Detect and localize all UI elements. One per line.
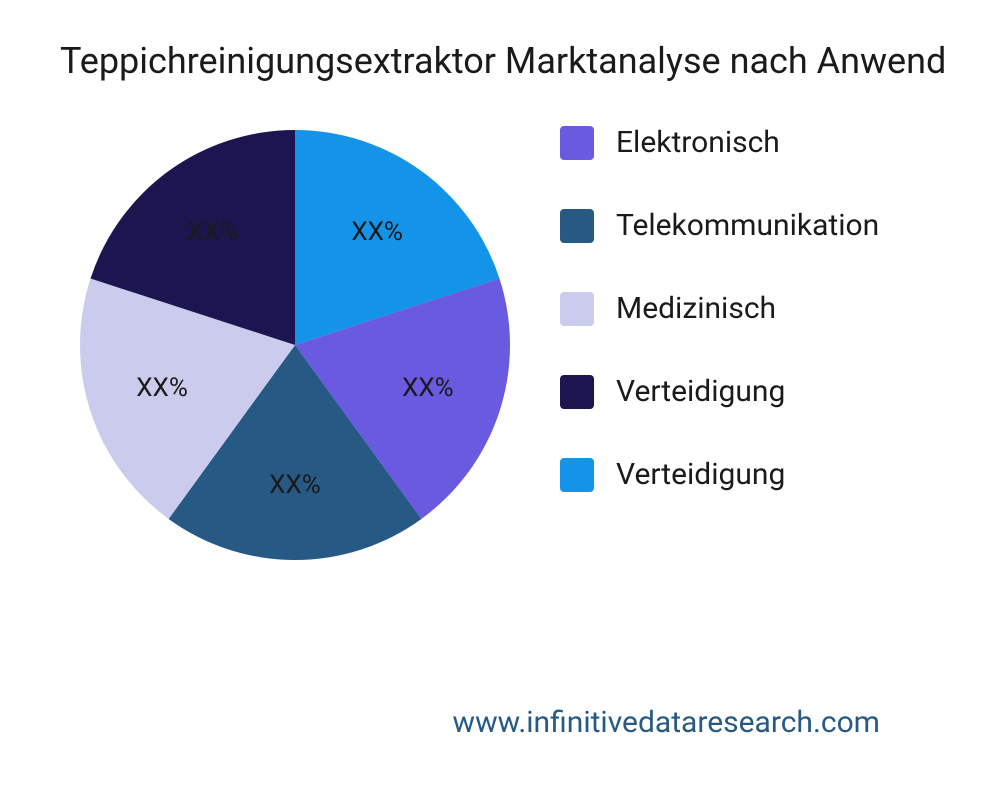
footer-url: www.infinitivedataresearch.com <box>453 705 880 740</box>
legend-item: Telekommunikation <box>560 208 980 243</box>
legend-swatch <box>560 292 594 326</box>
legend-item: Elektronisch <box>560 125 980 160</box>
legend-label: Telekommunikation <box>616 208 879 243</box>
pie-slice-label: XX% <box>402 373 454 403</box>
legend-label: Verteidigung <box>616 374 785 409</box>
legend: Elektronisch Telekommunikation Medizinisch… <box>560 125 980 540</box>
legend-item: Verteidigung <box>560 374 980 409</box>
legend-swatch <box>560 375 594 409</box>
legend-label: Elektronisch <box>616 125 780 160</box>
pie-chart: XX% XX% XX% XX% XX% <box>80 130 510 560</box>
legend-label: Verteidigung <box>616 457 785 492</box>
legend-swatch <box>560 458 594 492</box>
pie-slice-label: XX% <box>187 217 239 247</box>
chart-container: Teppichreinigungsextraktor Marktanalyse … <box>0 0 1000 800</box>
pie-slice-label: XX% <box>351 217 403 247</box>
legend-item: Verteidigung <box>560 457 980 492</box>
pie-slice-label: XX% <box>136 373 188 403</box>
legend-item: Medizinisch <box>560 291 980 326</box>
chart-title: Teppichreinigungsextraktor Marktanalyse … <box>60 40 1000 82</box>
legend-swatch <box>560 209 594 243</box>
pie-slice-label: XX% <box>269 470 321 500</box>
legend-swatch <box>560 126 594 160</box>
legend-label: Medizinisch <box>616 291 776 326</box>
